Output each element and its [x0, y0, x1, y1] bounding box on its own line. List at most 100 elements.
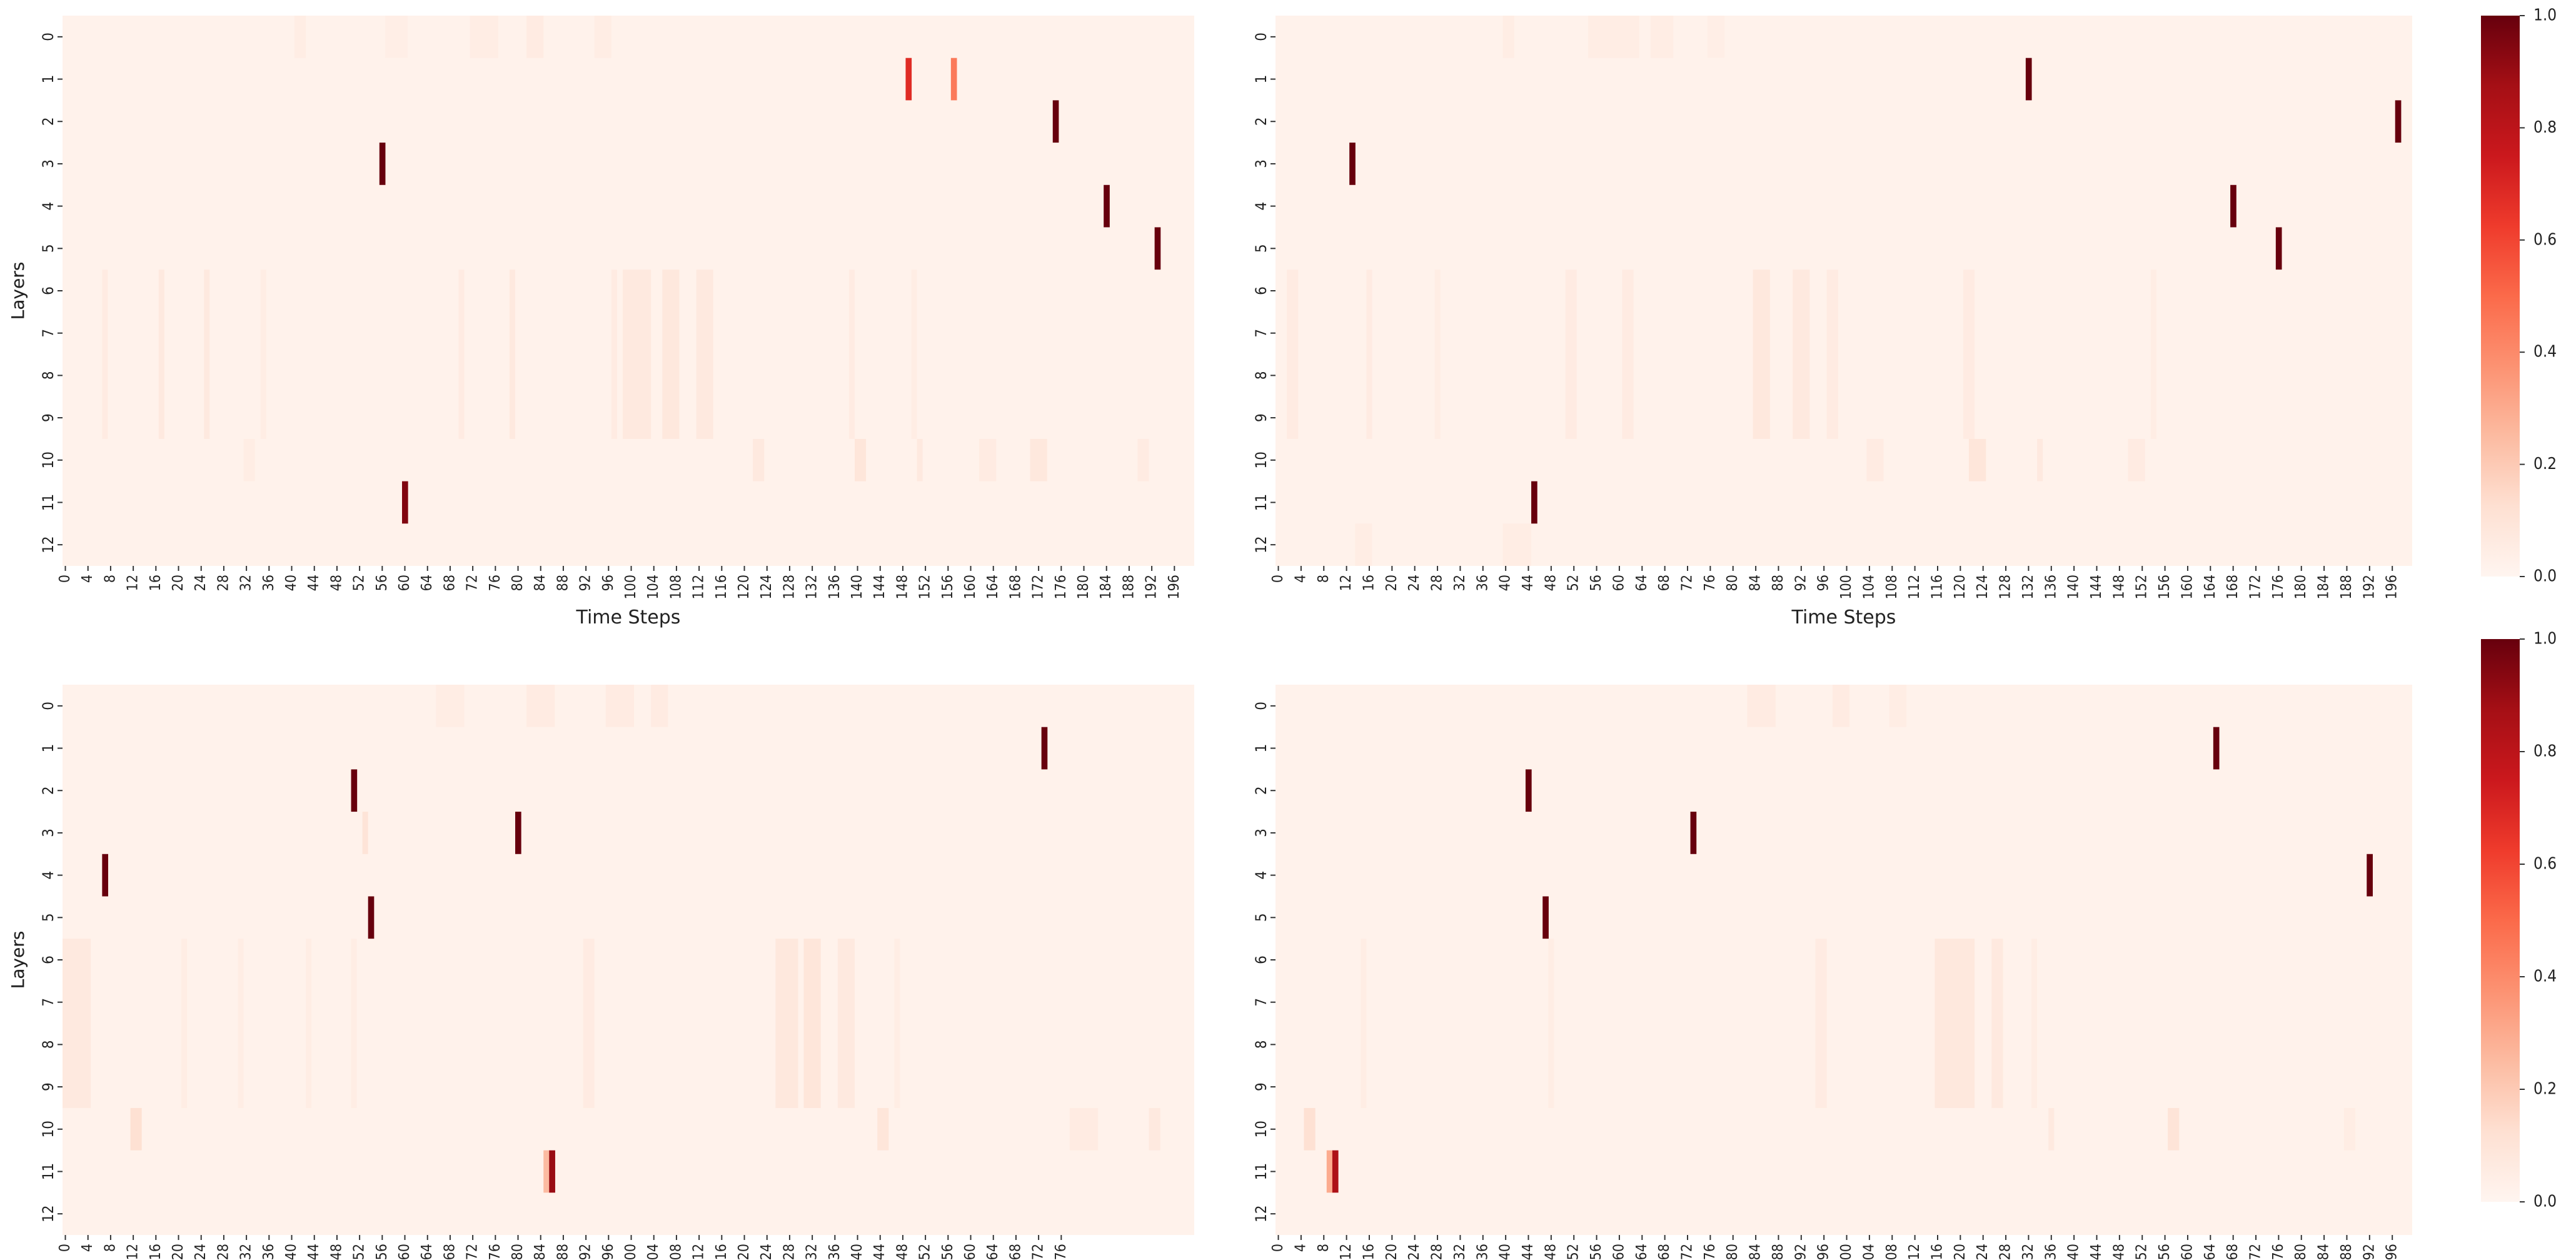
heatmap-band [306, 939, 312, 1108]
y-tick-label: 2 [1252, 117, 1270, 126]
heatmap-band [1866, 438, 1884, 481]
x-tick-label: 160 [2179, 1244, 2195, 1260]
x-tick-label: 12 [1338, 1244, 1354, 1260]
y-tick-label: 8 [39, 371, 57, 380]
heatmap-cell [1332, 1150, 1339, 1193]
x-tick-label: 0 [57, 1244, 73, 1252]
heatmap-band [63, 939, 91, 1108]
heatmap-band [238, 939, 244, 1108]
heatmap-band [1502, 523, 1532, 566]
x-tick-label: 128 [781, 575, 797, 600]
x-tick-label: 104 [1861, 1244, 1877, 1260]
x-tick-label: 148 [2111, 575, 2127, 600]
x-tick-label: 108 [1884, 575, 1900, 600]
x-tick-label: 92 [578, 575, 594, 591]
heatmap-cell [2230, 184, 2236, 228]
heatmap-cell [905, 58, 912, 101]
x-tick-label: 184 [2316, 1244, 2332, 1260]
x-tick-label: 160 [962, 1244, 979, 1260]
x-tick-label: 52 [1566, 575, 1582, 591]
heatmap-band [2128, 438, 2145, 481]
heatmap-cell [950, 58, 957, 101]
y-tick-label: 1 [39, 75, 57, 84]
x-tick-label: 28 [1429, 1244, 1446, 1260]
x-tick-label: 32 [1452, 575, 1468, 591]
y-axis-label: Layers [8, 931, 28, 989]
x-tick-label: 108 [1884, 1244, 1900, 1260]
y-tick-label: 1 [39, 744, 57, 753]
x-tick-label: 24 [193, 575, 209, 591]
heatmap-cell [351, 769, 358, 812]
x-tick-label: 96 [600, 575, 616, 591]
heatmap-band [1707, 16, 1725, 58]
x-tick-label: 64 [1634, 575, 1650, 591]
x-tick-label: 56 [1588, 575, 1604, 591]
x-tick-label: 188 [1120, 575, 1137, 600]
x-tick-label: 168 [2225, 575, 2241, 600]
x-tick-label: 56 [374, 575, 390, 591]
x-tick-label: 104 [645, 1244, 662, 1260]
heatmap-cell [1690, 812, 1697, 854]
x-tick-label: 164 [2202, 1244, 2218, 1260]
x-tick-label: 144 [872, 1244, 888, 1260]
heatmap-cell [1326, 1150, 1333, 1193]
heatmap-band [1815, 939, 1827, 1108]
y-tick-label: 3 [39, 159, 57, 168]
x-tick-label: 36 [261, 575, 277, 591]
x-tick-label: 44 [306, 575, 322, 591]
x-tick-label: 124 [1975, 1244, 1991, 1260]
x-tick-label: 16 [148, 575, 164, 591]
x-tick-label: 124 [758, 575, 775, 600]
heatmap-cell [1041, 727, 1048, 770]
heatmap-cell [2025, 58, 2032, 101]
x-tick-label: 4 [79, 1244, 96, 1252]
y-tick-label: 2 [39, 117, 57, 126]
heatmap-cell [2395, 100, 2402, 143]
x-tick-label: 128 [781, 1244, 797, 1260]
heatmap-band [294, 16, 306, 58]
x-tick-label: 196 [1166, 575, 1182, 600]
heatmap-cell [2275, 227, 2282, 270]
y-tick-label: 5 [39, 913, 57, 922]
x-tick-label: 4 [1292, 575, 1309, 583]
x-tick-label: 148 [894, 1244, 910, 1260]
x-tick-label: 44 [306, 1244, 322, 1260]
x-tick-label: 76 [1702, 575, 1718, 591]
x-tick-label: 168 [1007, 575, 1024, 600]
heatmap-cell [549, 1150, 555, 1193]
heatmap-band [2343, 1107, 2356, 1151]
x-tick-label: 8 [102, 1244, 118, 1252]
heatmap-band [696, 270, 713, 439]
x-tick-label: 60 [1611, 575, 1627, 591]
heatmap-cell [2367, 854, 2373, 897]
heatmap-band [243, 438, 255, 481]
heatmap-band [848, 270, 855, 439]
x-tick-label: 172 [2248, 575, 2264, 600]
x-tick-label: 32 [238, 1244, 254, 1260]
x-tick-label: 60 [396, 575, 413, 591]
y-tick-label: 4 [1252, 871, 1270, 880]
y-tick-label: 2 [39, 786, 57, 795]
y-tick-label: 5 [1252, 244, 1270, 253]
heatmap-band [1287, 270, 1299, 439]
x-tick-label: 96 [1816, 1244, 1832, 1260]
x-tick-label: 152 [917, 1244, 933, 1260]
heatmap-band [855, 438, 867, 481]
x-tick-label: 176 [1053, 575, 1069, 600]
colorbar-tick-label: 0.2 [2533, 1080, 2557, 1099]
x-tick-label: 88 [1770, 575, 1786, 591]
heatmap-band [877, 1107, 889, 1151]
x-tick-label: 188 [2338, 1244, 2355, 1260]
heatmap-background [63, 685, 1194, 1235]
heatmap-band [894, 939, 900, 1108]
x-tick-label: 48 [328, 575, 345, 591]
y-tick-label: 6 [39, 955, 57, 964]
x-tick-label: 120 [1952, 575, 1968, 600]
x-tick-label: 116 [1929, 575, 1945, 600]
heatmap-band [1935, 939, 1975, 1108]
y-tick-label: 3 [1252, 829, 1270, 837]
heatmap-cell [1104, 184, 1110, 228]
x-tick-label: 36 [1474, 1244, 1491, 1260]
y-tick-label: 12 [1252, 536, 1270, 553]
x-tick-label: 68 [1656, 575, 1673, 591]
